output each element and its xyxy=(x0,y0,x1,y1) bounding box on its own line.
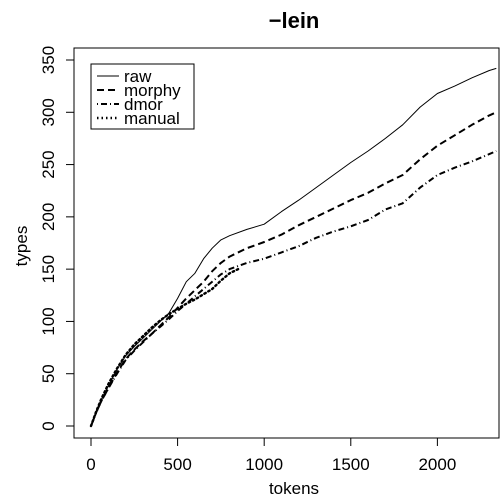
y-axis-label: types xyxy=(12,226,31,267)
y-tick-label: 150 xyxy=(39,255,58,283)
y-tick-label: 100 xyxy=(39,307,58,335)
legend-label-raw: raw xyxy=(124,67,152,86)
chart-title: −lein xyxy=(269,8,320,33)
x-tick-label: 1500 xyxy=(332,455,370,474)
series-layer xyxy=(89,67,497,428)
x-axis: 0 500 1000 1500 2000 xyxy=(86,437,456,474)
x-tick-label: 500 xyxy=(163,455,191,474)
y-tick-label: 300 xyxy=(39,98,58,126)
x-tick-label: 1000 xyxy=(245,455,283,474)
y-tick-label: 0 xyxy=(39,421,58,430)
series-line-dmor xyxy=(90,150,497,427)
x-axis-label: tokens xyxy=(269,479,319,498)
y-tick-label: 250 xyxy=(39,150,58,178)
legend-label-dmor: dmor xyxy=(124,95,163,114)
series-line-manual xyxy=(89,267,240,428)
x-tick-label: 0 xyxy=(86,455,95,474)
x-tick-label: 2000 xyxy=(418,455,456,474)
legend-box xyxy=(90,63,195,130)
legend-label-morphy: morphy xyxy=(124,81,181,100)
y-tick-label: 200 xyxy=(39,203,58,231)
legend-label-manual: manual xyxy=(124,109,180,128)
y-tick-label: 50 xyxy=(39,364,58,383)
y-axis: 0 50 100 150 200 250 300 350 xyxy=(39,46,75,431)
y-tick-label: 350 xyxy=(39,46,58,74)
series-line-morphy xyxy=(90,111,497,427)
